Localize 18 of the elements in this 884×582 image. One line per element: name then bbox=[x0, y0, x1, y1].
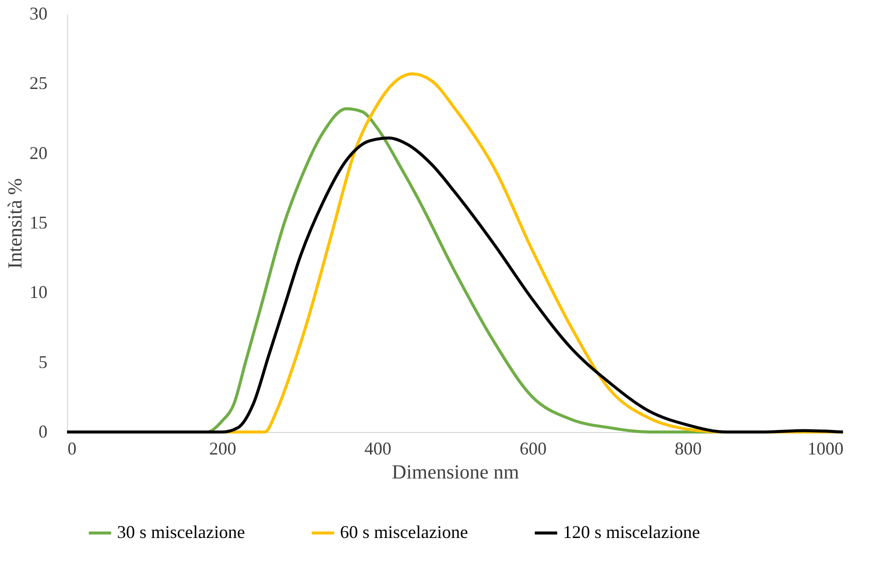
y-axis-title: Intensità % bbox=[4, 178, 26, 269]
x-tick-label: 200 bbox=[209, 438, 236, 458]
y-tick-label: 20 bbox=[30, 142, 48, 163]
x-axis-title: Dimensione nm bbox=[392, 462, 520, 484]
legend-label: 60 s miscelazione bbox=[340, 522, 468, 542]
y-tick-label: 30 bbox=[30, 4, 48, 24]
x-tick-label: 0 bbox=[68, 438, 76, 458]
legend-label: 120 s miscelazione bbox=[563, 522, 700, 542]
y-tick-label: 5 bbox=[38, 352, 48, 372]
y-tick-label: 15 bbox=[30, 212, 48, 232]
x-tick-label: 400 bbox=[364, 438, 392, 458]
x-tick-label: 600 bbox=[520, 438, 547, 458]
legend-label: 30 s miscelazione bbox=[117, 522, 245, 542]
x-tick-label: 1000 bbox=[808, 438, 844, 458]
y-tick-label: 25 bbox=[30, 73, 48, 94]
y-tick-label: 0 bbox=[38, 422, 48, 442]
y-tick-label: 10 bbox=[30, 282, 48, 302]
x-tick-label: 800 bbox=[674, 438, 702, 458]
